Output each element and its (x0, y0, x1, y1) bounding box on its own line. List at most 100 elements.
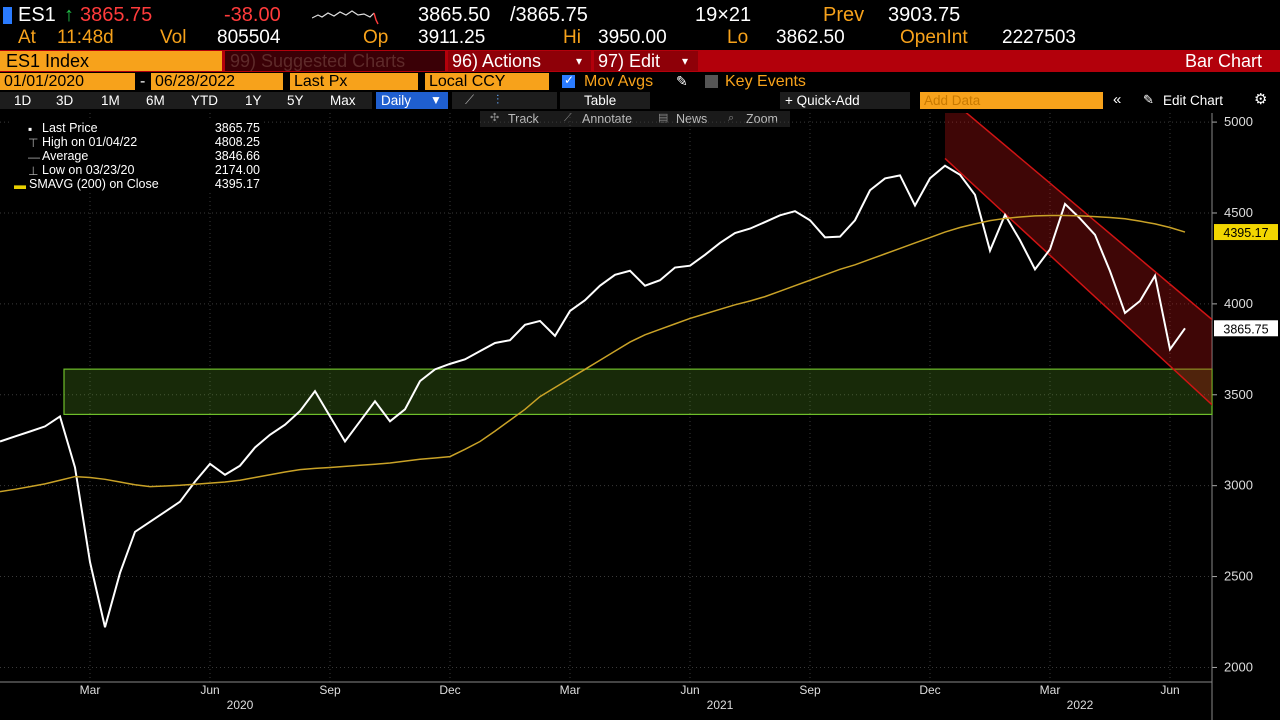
pencil-icon[interactable]: ✎ (676, 73, 688, 89)
edit-chart[interactable]: Edit Chart (1163, 93, 1224, 108)
legend-value: 3846.66 (214, 149, 260, 163)
frequency[interactable]: Daily (381, 93, 412, 108)
date-dash: - (140, 73, 146, 90)
y-tick-label: 2000 (1224, 659, 1253, 674)
tool-button[interactable]: Track (508, 112, 539, 126)
ticker-marker (3, 7, 12, 24)
oi: 2227503 (1002, 27, 1076, 48)
security[interactable]: ES1 Index (6, 51, 90, 71)
year-label: 2021 (707, 698, 734, 712)
y-tick-label: 3500 (1224, 387, 1253, 402)
suggested[interactable]: 99) Suggested Charts (230, 51, 406, 71)
tool-button[interactable]: News (676, 112, 708, 126)
end-box[interactable] (151, 73, 283, 90)
tool-icon[interactable]: ▤ (658, 112, 669, 124)
check-mark: ✓ (564, 73, 575, 87)
legend-icon: ⊥ (28, 164, 39, 178)
oi-label: OpenInt (900, 27, 968, 48)
period-button[interactable]: Max (330, 93, 356, 108)
prev: 3903.75 (888, 4, 961, 26)
legend-label: SMAVG (200) on Close (29, 177, 159, 191)
x-tick-label: Jun (1160, 683, 1179, 697)
frequency-box[interactable] (376, 92, 448, 109)
price-tag-box (1214, 320, 1278, 337)
bid: 3865.50 (418, 4, 491, 26)
year-label: 2020 (227, 698, 254, 712)
period-button[interactable]: 1D (14, 93, 32, 108)
chart-icon[interactable]: ⟋ (465, 92, 475, 107)
collapse-icon[interactable]: « (1113, 91, 1122, 108)
sma-line (0, 214, 1186, 493)
trend-channel (945, 113, 1212, 405)
dropdown-arrow: ▼ (430, 93, 442, 107)
prev-label: Prev (823, 4, 865, 26)
period-button[interactable]: 5Y (287, 93, 304, 108)
period-button[interactable]: YTD (191, 93, 218, 108)
period-button[interactable]: 1Y (245, 93, 262, 108)
tool-button[interactable]: Annotate (582, 112, 633, 126)
actions-box[interactable] (448, 51, 591, 71)
y-tick-label: 4500 (1224, 205, 1253, 220)
period-button[interactable]: 6M (146, 93, 165, 108)
edit[interactable]: 97) Edit (598, 51, 661, 71)
legend-icon: ⊤ (28, 136, 39, 150)
price-line (0, 164, 1186, 628)
ask: /3865.75 (510, 4, 588, 26)
x-tick-label: Jun (680, 683, 699, 697)
table-box[interactable] (560, 92, 650, 109)
time: 11:48d (57, 27, 114, 48)
lo-label: Lo (727, 27, 749, 48)
y-tick-label: 2500 (1224, 569, 1253, 584)
currency-box[interactable] (425, 73, 549, 90)
mov-avgs[interactable]: Mov Avgs (584, 73, 654, 90)
checkbox[interactable] (562, 75, 575, 88)
legend-label: Last Price (42, 121, 98, 135)
add-data-box[interactable] (920, 92, 1103, 109)
chart-type: Bar Chart (1184, 51, 1262, 71)
security-box[interactable] (0, 51, 222, 71)
start-box[interactable] (0, 73, 135, 90)
tool-button[interactable]: Zoom (746, 112, 778, 126)
quick-add[interactable]: + Quick-Add (785, 93, 860, 108)
legend-icon: ▬ (14, 178, 26, 192)
up-arrow: ↑ (64, 4, 74, 26)
tool-icon[interactable]: ✣ (490, 112, 500, 124)
legend-icon: ▪ (28, 122, 33, 136)
sparkline-icon (312, 10, 379, 25)
field-box[interactable] (290, 73, 418, 90)
vol: 805504 (217, 27, 281, 48)
legend-value: 2174.00 (214, 163, 260, 177)
end-date[interactable]: 06/28/2022 (155, 73, 236, 90)
period-button[interactable]: 1M (101, 93, 120, 108)
last-price: 3865.75 (80, 4, 153, 26)
edit-box[interactable] (594, 51, 698, 71)
start-date[interactable]: 01/01/2020 (4, 73, 85, 90)
add-data[interactable]: Add Data (924, 93, 981, 108)
y-tick-label: 3000 (1224, 478, 1253, 493)
table[interactable]: Table (584, 93, 617, 108)
suggested-box[interactable] (225, 51, 445, 71)
actions[interactable]: 96) Actions (452, 51, 542, 71)
period-button[interactable]: 3D (56, 93, 74, 108)
x-tick-label: Dec (919, 683, 940, 697)
gear-icon[interactable]: ⚙ (1254, 91, 1268, 108)
checkbox[interactable] (705, 75, 718, 88)
key-events[interactable]: Key Events (725, 73, 806, 90)
legend-value: 3865.75 (214, 121, 260, 135)
x-tick-label: Mar (1040, 683, 1061, 697)
legend: ▪ Last Price 3865.75 ⊤ High on 01/04/22 4808.… (10, 120, 264, 192)
hi-label: Hi (563, 27, 581, 48)
currency[interactable]: Local CCY (429, 73, 506, 90)
legend-label: High on 01/04/22 (42, 135, 138, 149)
legend-value: 4808.25 (214, 135, 260, 149)
op-label: Op (363, 27, 389, 48)
x-tick-label: Jun (200, 683, 219, 697)
tool-icon[interactable]: ⟋ (564, 112, 572, 124)
quick-add-box[interactable] (780, 92, 910, 109)
tool-icon[interactable]: ⌕ (728, 112, 735, 124)
period-bar (0, 92, 372, 109)
bar-icon[interactable]: ⫶ (496, 92, 500, 107)
field[interactable]: Last Px (294, 73, 348, 90)
